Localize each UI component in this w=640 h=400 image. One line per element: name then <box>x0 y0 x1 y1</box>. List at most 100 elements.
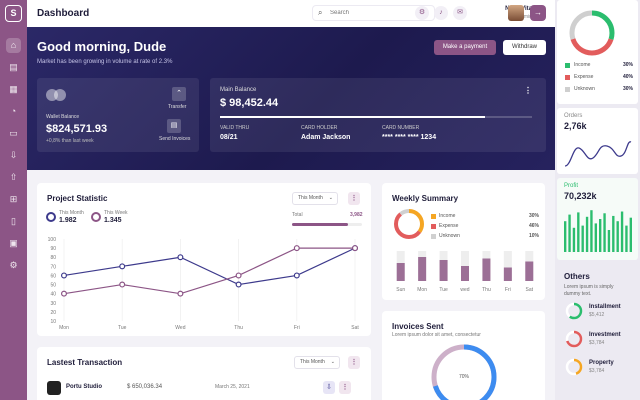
coins-icon <box>46 89 68 101</box>
document-icon[interactable]: ▯ <box>11 216 16 226</box>
more-icon[interactable]: ⋮ <box>348 192 360 205</box>
send-invoices-icon[interactable]: ▤ <box>167 119 181 133</box>
r-expense-value: 40% <box>622 74 633 80</box>
search-input[interactable] <box>330 8 430 18</box>
profit-bar <box>572 227 576 252</box>
profit-bar <box>590 210 593 252</box>
profit-bar <box>607 230 611 252</box>
card-number-label: CARD NUMBER <box>382 125 420 131</box>
orders-value: 2,76k <box>564 121 587 131</box>
property-ring <box>565 358 583 376</box>
upload-icon[interactable]: ⇧ <box>9 172 18 182</box>
avatar[interactable] <box>508 5 524 21</box>
folder-icon[interactable]: ▭ <box>9 128 18 138</box>
download-icon[interactable]: ⇩ <box>323 381 335 394</box>
search-icon: ⌕ <box>318 8 323 17</box>
sidebar: S ⌂ ▤ ▦ ◔ ▭ ⇩ ⇧ ⊞ ▯ ▣ ⚙ <box>0 0 27 400</box>
data-point <box>61 272 68 279</box>
latest-transaction-title: Lastest Transaction <box>47 358 123 367</box>
y-tick-label: 10 <box>50 319 56 325</box>
home-icon[interactable]: ⌂ <box>6 38 21 53</box>
bar-label: Fri <box>505 287 511 293</box>
grid-icon[interactable]: ▦ <box>9 84 18 94</box>
wallet-note: +0,8% than last week <box>46 138 94 144</box>
wallet-amount: $824,571.93 <box>46 123 108 135</box>
calendar-icon[interactable]: ▣ <box>9 238 18 248</box>
property-amount: $3,784 <box>589 368 605 374</box>
invoices-sent-card: Invoices Sent Lorem ipsum dolor sit amet… <box>382 311 545 400</box>
series-line-0 <box>63 247 356 286</box>
page-title: Dashboard <box>37 8 90 19</box>
invoices-sent-title: Invoices Sent <box>392 322 444 331</box>
bar <box>439 260 448 281</box>
project-line-chart: 10 20 30 40 50 60 70 80 90 100 Mon Tue Wed Thu Fri Sat <box>48 237 360 331</box>
unknown-marker <box>431 234 436 239</box>
hero-banner: Good morning, Dude Market has been growi… <box>27 27 555 170</box>
y-tick-label: 50 <box>50 283 56 289</box>
arrow-right-icon[interactable]: → <box>530 5 546 21</box>
balance-progress <box>220 116 532 118</box>
wallet-icon[interactable]: ▤ <box>9 62 18 72</box>
donut-segment <box>431 344 497 400</box>
transaction-filter-select[interactable]: This Month ⌄ <box>294 356 340 369</box>
profit-bar-chart <box>564 210 632 252</box>
legend-this-month-value: 1.982 <box>59 217 77 224</box>
summary-donut-card: Income 30% Expense 40% Unknown 30% <box>557 0 638 104</box>
weekly-income-label: Income <box>439 213 456 219</box>
valid-thru-label: VALID THRU <box>220 125 250 131</box>
orders-card: Orders 2,76k <box>557 108 638 174</box>
orders-sparkline <box>564 141 632 167</box>
profit-bar <box>629 217 632 252</box>
x-tick-label: Fri <box>294 325 300 331</box>
main-balance-card: Main Balance $ 98,452.44 ⋮ VALID THRU 08… <box>210 78 546 152</box>
bar <box>503 267 512 281</box>
x-tick-label: Thu <box>234 325 243 331</box>
search-box[interactable]: ⌕ <box>312 5 435 21</box>
profit-bar <box>625 225 628 252</box>
send-invoices-label[interactable]: Send Invoices <box>159 136 191 142</box>
bar-label: Tue <box>439 287 448 293</box>
r-expense-marker <box>565 75 570 80</box>
installment-amount: $5,412 <box>589 312 605 318</box>
r-unknown-value: 30% <box>622 86 633 92</box>
notification-icon[interactable]: ♪ <box>434 6 448 20</box>
download-icon[interactable]: ⇩ <box>9 150 18 160</box>
property-name: Property <box>589 360 614 366</box>
legend-this-week-marker <box>91 212 101 222</box>
settings-icon[interactable]: ⚙ <box>9 260 18 270</box>
weekly-expense-label: Expense <box>439 223 459 229</box>
transfer-label[interactable]: Transfer <box>168 104 187 110</box>
income-marker <box>431 214 436 219</box>
more-icon[interactable]: ⋮ <box>524 86 532 95</box>
weekly-expense-value: 46% <box>528 223 539 229</box>
y-tick-label: 30 <box>50 301 56 307</box>
more-icon[interactable]: ⋮ <box>348 356 360 369</box>
profit-bar <box>603 213 606 252</box>
others-card: Others Lorem ipsum is simply dummy text.… <box>557 264 638 386</box>
profit-bar <box>612 215 615 252</box>
hero-subtitle: Market has been growing in volume at rat… <box>37 59 173 65</box>
transfer-icon[interactable]: ⌃ <box>172 87 186 101</box>
r-unknown-label: Unknown <box>574 86 595 92</box>
make-payment-button[interactable]: Make a payment <box>434 40 496 55</box>
settings-icon[interactable]: ⚙ <box>415 6 429 20</box>
apps-icon[interactable]: ⊞ <box>9 194 18 204</box>
table-row[interactable]: Portu Studio $ 650,036.34 March 25, 2021… <box>37 380 371 396</box>
chart-icon[interactable]: ◔ <box>10 106 17 116</box>
withdraw-button[interactable]: Withdraw <box>503 40 546 55</box>
installment-ring <box>565 302 583 320</box>
card-holder-value: Adam Jackson <box>301 134 351 141</box>
y-tick-label: 40 <box>50 292 56 298</box>
more-icon[interactable]: ⋮ <box>339 381 351 394</box>
investment-amount: $3,784 <box>589 340 605 346</box>
card-holder-label: CARD HOLDER <box>301 125 338 131</box>
project-statistic-title: Project Statistic <box>47 194 108 203</box>
valid-thru-value: 08/21 <box>220 134 238 141</box>
message-icon[interactable]: ✉ <box>453 6 467 20</box>
data-point <box>119 263 126 270</box>
project-filter-select[interactable]: This Month ⌄ <box>292 192 338 205</box>
right-panel: Income 30% Expense 40% Unknown 30% Order… <box>555 0 640 400</box>
studio-logo-icon <box>47 381 61 395</box>
expense-marker <box>431 224 436 229</box>
profit-card: Profit 70,232k <box>557 178 638 260</box>
